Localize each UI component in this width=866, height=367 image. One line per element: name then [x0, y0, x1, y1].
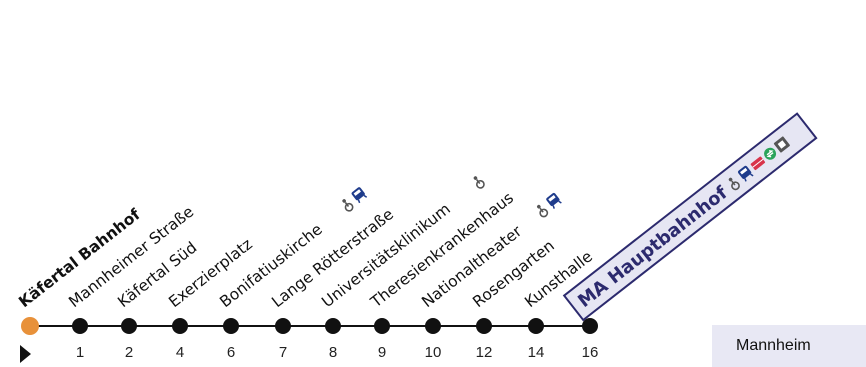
stop-dot: [325, 318, 341, 334]
direction-arrow: [20, 345, 31, 363]
wheelchair-icon: [537, 204, 549, 218]
wheelchair-icon: [728, 177, 740, 191]
stop-dot: [476, 318, 492, 334]
stop-dot: [121, 318, 137, 334]
stop-dot: [528, 318, 544, 334]
bus-icon: [351, 187, 368, 204]
wheelchair-icon: [342, 199, 354, 212]
minutes-label: 6: [227, 344, 235, 361]
minutes-label: 2: [125, 344, 133, 361]
bus-icon: [738, 165, 754, 182]
bus-icon: [546, 192, 562, 209]
stop-dot: [275, 318, 291, 334]
minutes-label: 8: [329, 344, 337, 361]
minutes-label: 9: [378, 344, 386, 361]
stop-dot: [425, 318, 441, 334]
travel-minutes: 1 2 4 6 7 8 9 10 12 14 16: [76, 344, 599, 361]
minutes-label: 12: [476, 344, 493, 361]
minutes-label: 4: [176, 344, 184, 361]
stop-name: MA Hauptbahnhof: [574, 182, 732, 312]
minutes-label: 10: [425, 344, 442, 361]
stop-dot: [172, 318, 188, 334]
stop-label-main-station: MA Hauptbahnhof: [562, 112, 818, 322]
exchange-icon: [764, 147, 777, 160]
minutes-label: 1: [76, 344, 84, 361]
stop-dot: [374, 318, 390, 334]
minutes-label: 16: [582, 344, 599, 361]
city-note: Mannheim: [712, 325, 866, 367]
origin-stop-dot: [21, 317, 39, 335]
stop-dots: [21, 317, 598, 335]
minutes-label: 14: [528, 344, 545, 361]
parking-icon: [773, 136, 790, 153]
stop-dot: [582, 318, 598, 334]
train-icon: [750, 156, 766, 171]
minutes-label: 7: [279, 344, 287, 361]
stop-dot: [72, 318, 88, 334]
stop-dot: [223, 318, 239, 334]
wheelchair-icon: [473, 176, 485, 189]
